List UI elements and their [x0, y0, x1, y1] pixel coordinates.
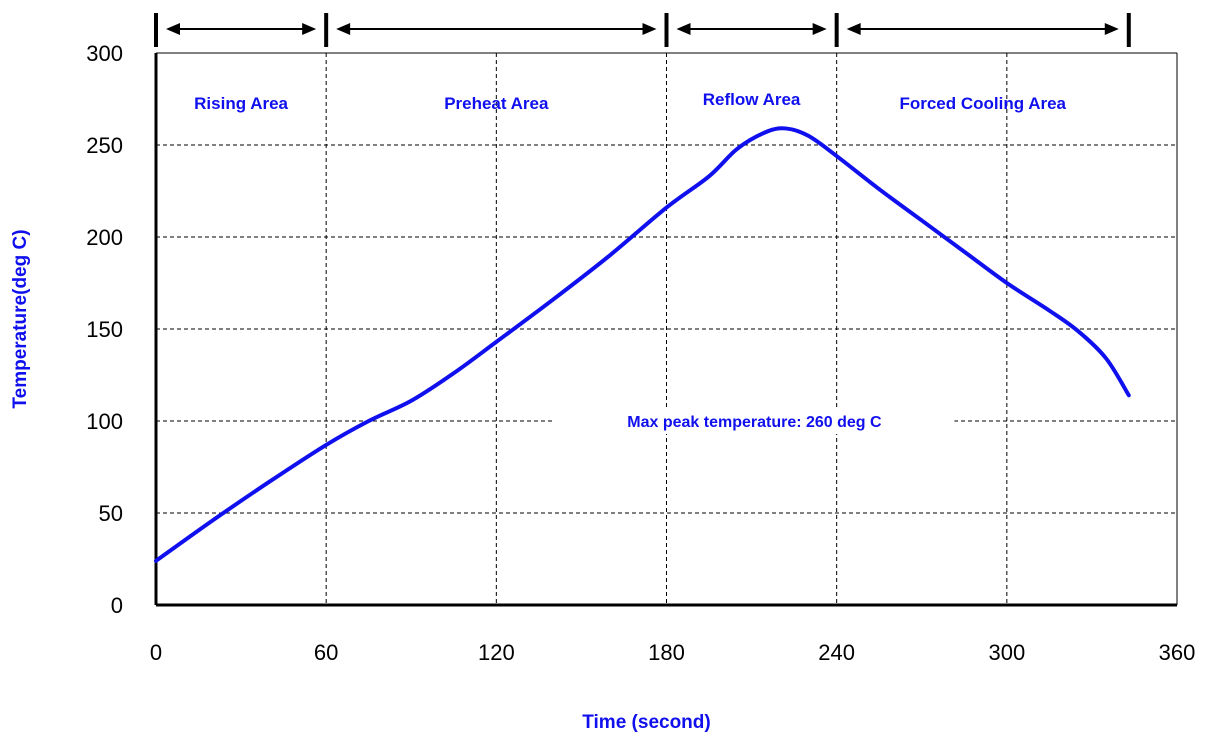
region-label-1: Preheat Area — [444, 94, 549, 113]
region-arrow-head-right-2 — [812, 23, 827, 35]
y-tick-label-300: 300 — [86, 41, 123, 66]
x-tick-label-120: 120 — [478, 640, 515, 665]
y-tick-label-100: 100 — [86, 409, 123, 434]
y-axis-label: Temperature(deg C) — [10, 229, 31, 408]
region-arrow-head-left-1 — [336, 23, 351, 35]
x-tick-label-360: 360 — [1159, 640, 1196, 665]
region-arrow-head-right-1 — [642, 23, 657, 35]
region-arrow-head-left-2 — [676, 23, 691, 35]
region-markers: Rising Area Preheat Area Reflow Area Forced… — [154, 13, 1131, 113]
region-arrow-head-right-0 — [302, 23, 317, 35]
x-tick-label-180: 180 — [648, 640, 685, 665]
annotation-background-0 — [554, 408, 955, 434]
grid-lines — [156, 53, 1177, 605]
region-arrow-head-left-3 — [846, 23, 861, 35]
x-tick-label-0: 0 — [150, 640, 162, 665]
x-tick-label-60: 60 — [314, 640, 338, 665]
y-tick-label-0: 0 — [111, 593, 123, 618]
temperature-curve-0 — [154, 126, 1131, 563]
x-tick-label-240: 240 — [818, 640, 855, 665]
y-tick-label-50: 50 — [99, 501, 123, 526]
series-layer — [154, 126, 1131, 563]
region-label-0: Rising Area — [194, 94, 288, 113]
tick-labels: 0 60 120 180 240 300 360 0 50 100 150 200 250 300 — [86, 41, 1195, 665]
plot-frame — [154, 52, 1178, 607]
annotations: Max peak temperature: 260 deg C — [554, 408, 955, 434]
region-label-3: Forced Cooling Area — [899, 94, 1066, 113]
region-arrow-head-right-3 — [1104, 23, 1119, 35]
y-tick-label-150: 150 — [86, 317, 123, 342]
x-axis-label: Time (second) — [582, 712, 710, 733]
x-tick-label-300: 300 — [988, 640, 1025, 665]
y-tick-label-250: 250 — [86, 133, 123, 158]
region-label-2: Reflow Area — [703, 90, 801, 109]
annotation-text-0: Max peak temperature: 260 deg C — [627, 414, 882, 431]
region-arrow-head-left-0 — [166, 23, 180, 35]
y-tick-label-200: 200 — [86, 225, 123, 250]
